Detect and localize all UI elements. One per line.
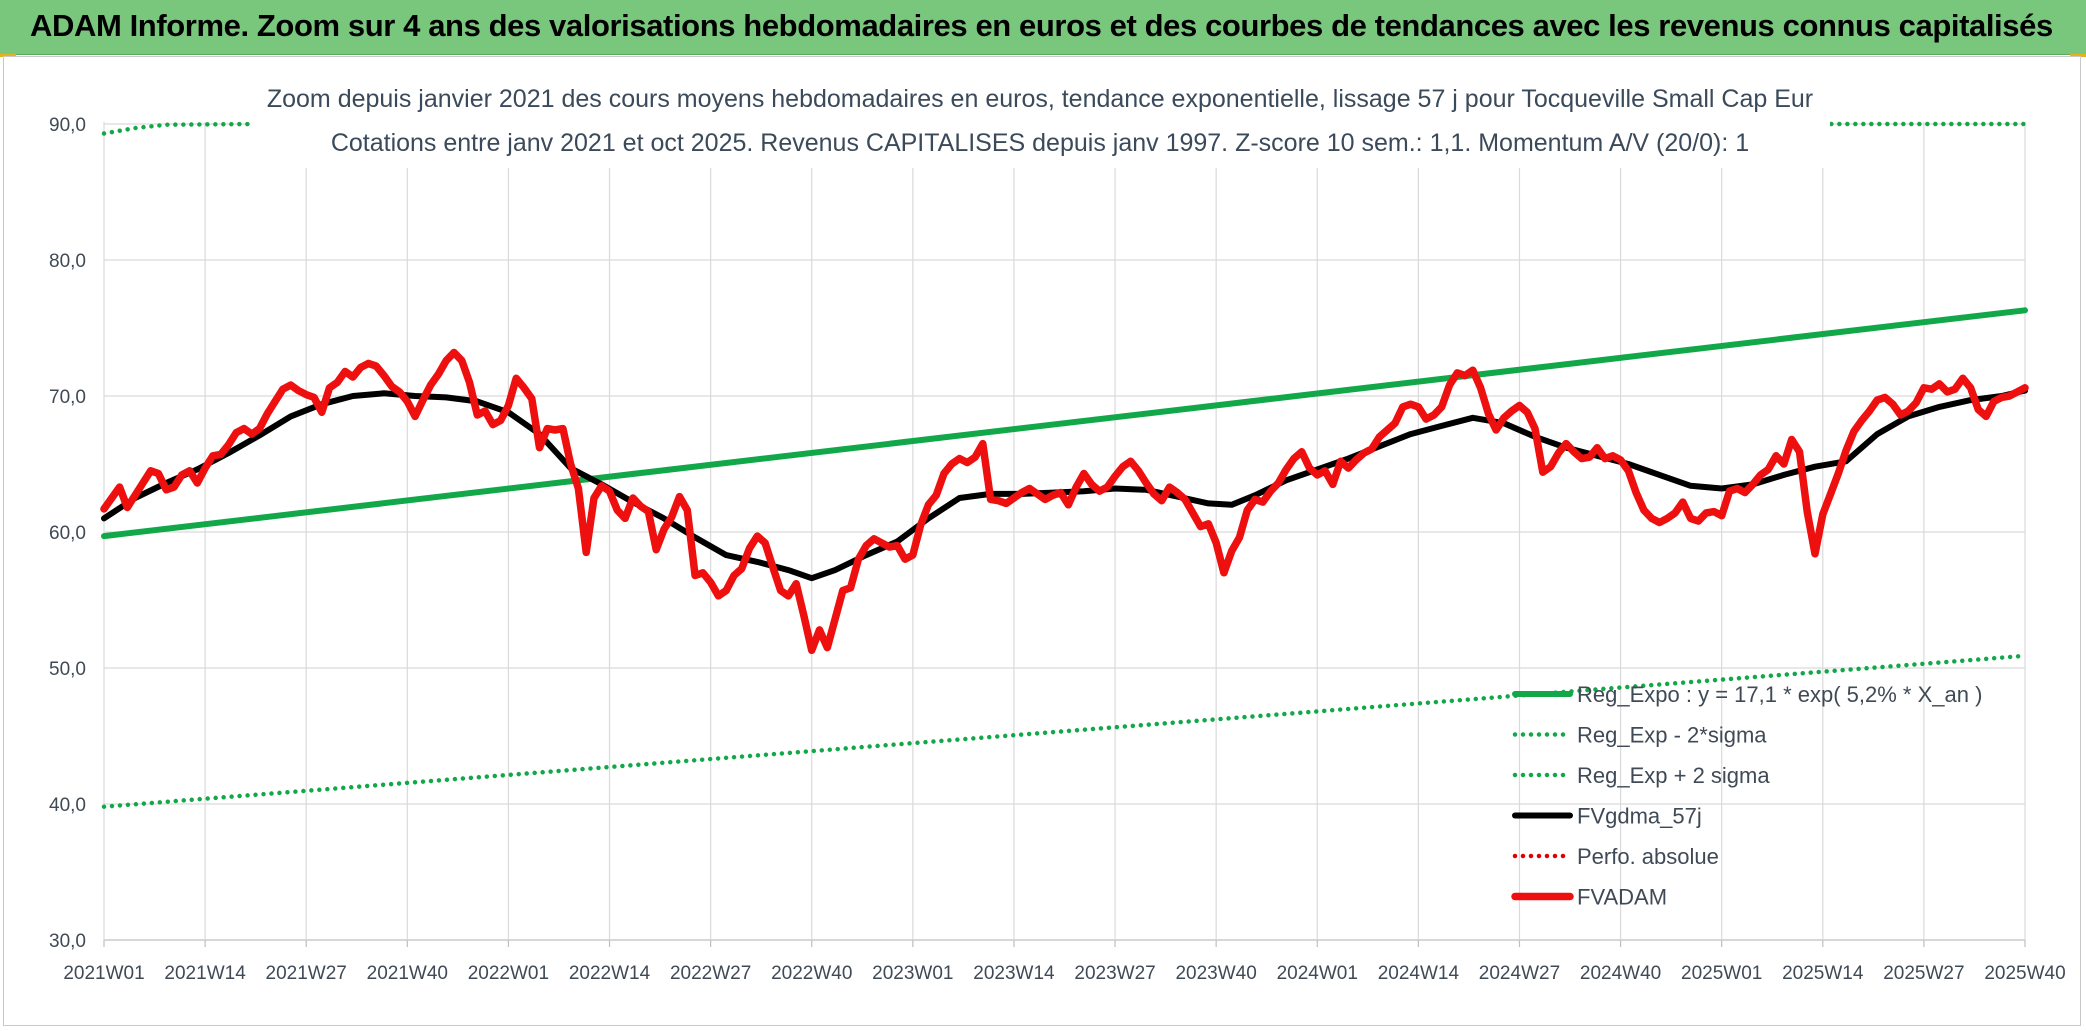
- x-tick-label: 2021W14: [164, 963, 246, 984]
- accent-bar-left: [0, 54, 16, 57]
- y-tick-label: 40,0: [49, 795, 86, 816]
- series-line-reg-exp: [101, 653, 2028, 809]
- x-tick-label: 2025W27: [1883, 963, 1964, 984]
- legend-label: Reg_Expo : y = 17,1 * exp( 5,2% * X_an ): [1577, 682, 1982, 707]
- x-tick-label: 2021W40: [367, 963, 448, 984]
- series-line-fvgdma-57j: [101, 387, 2028, 582]
- y-tick-label: 70,0: [49, 387, 86, 408]
- x-tick-label: 2025W14: [1782, 963, 1864, 984]
- legend-label: Reg_Exp - 2*sigma: [1577, 723, 1767, 748]
- y-tick-label: 60,0: [49, 523, 86, 544]
- x-tick-label: 2024W14: [1378, 963, 1460, 984]
- y-tick-label: 50,0: [49, 659, 86, 680]
- legend: Reg_Expo : y = 17,1 * exp( 5,2% * X_an )…: [1511, 682, 1982, 910]
- title-backdrop: [250, 78, 1830, 168]
- accent-bar-right: [2070, 54, 2086, 57]
- x-tick-label: 2022W01: [468, 963, 549, 984]
- x-axis: 2021W01 2021W14 2021W27 2021W40 2022W01 2022W…: [63, 940, 2066, 984]
- x-tick-label: 2021W27: [266, 963, 347, 984]
- legend-label: FVgdma_57j: [1577, 804, 1702, 829]
- chart-border: [3, 56, 2081, 1026]
- x-tick-label: 2024W01: [1277, 963, 1358, 984]
- header-banner: ADAM Informe. Zoom sur 4 ans des valoris…: [0, 0, 2086, 55]
- x-tick-label: 2024W27: [1479, 963, 1560, 984]
- series-line-fvadam: [100, 348, 2029, 655]
- x-tick-label: 2022W27: [670, 963, 751, 984]
- x-tick-label: 2024W40: [1580, 963, 1661, 984]
- x-tick-label: 2022W14: [569, 963, 651, 984]
- report-title: ADAM Informe. Zoom sur 4 ans des valoris…: [30, 8, 2053, 43]
- legend-label: FVADAM: [1577, 885, 1667, 910]
- x-tick-label: 2025W01: [1681, 963, 1762, 984]
- x-tick-label: 2023W14: [973, 963, 1055, 984]
- x-tick-label: 2025W40: [1984, 963, 2065, 984]
- chart-subtitle: Cotations entre janv 2021 et oct 2025. R…: [331, 129, 1749, 157]
- chart-title: Zoom depuis janvier 2021 des cours moyen…: [267, 85, 1813, 113]
- series-line-reg-expo: [101, 307, 2028, 540]
- x-tick-label: 2023W27: [1074, 963, 1155, 984]
- y-tick-label: 30,0: [49, 931, 86, 952]
- y-tick-label: 80,0: [49, 251, 86, 272]
- grid-lines: [103, 122, 2026, 941]
- y-axis: 30,0 40,0 50,0 60,0 70,0 80,0 90,0: [49, 115, 86, 952]
- x-tick-label: 2021W01: [63, 963, 144, 984]
- x-tick-label: 2023W01: [872, 963, 953, 984]
- x-tick-label: 2023W40: [1175, 963, 1256, 984]
- legend-label: Perfo. absolue: [1577, 844, 1719, 869]
- x-tick-label: 2022W40: [771, 963, 852, 984]
- y-tick-label: 90,0: [49, 115, 86, 136]
- legend-label: Reg_Exp + 2 sigma: [1577, 763, 1770, 788]
